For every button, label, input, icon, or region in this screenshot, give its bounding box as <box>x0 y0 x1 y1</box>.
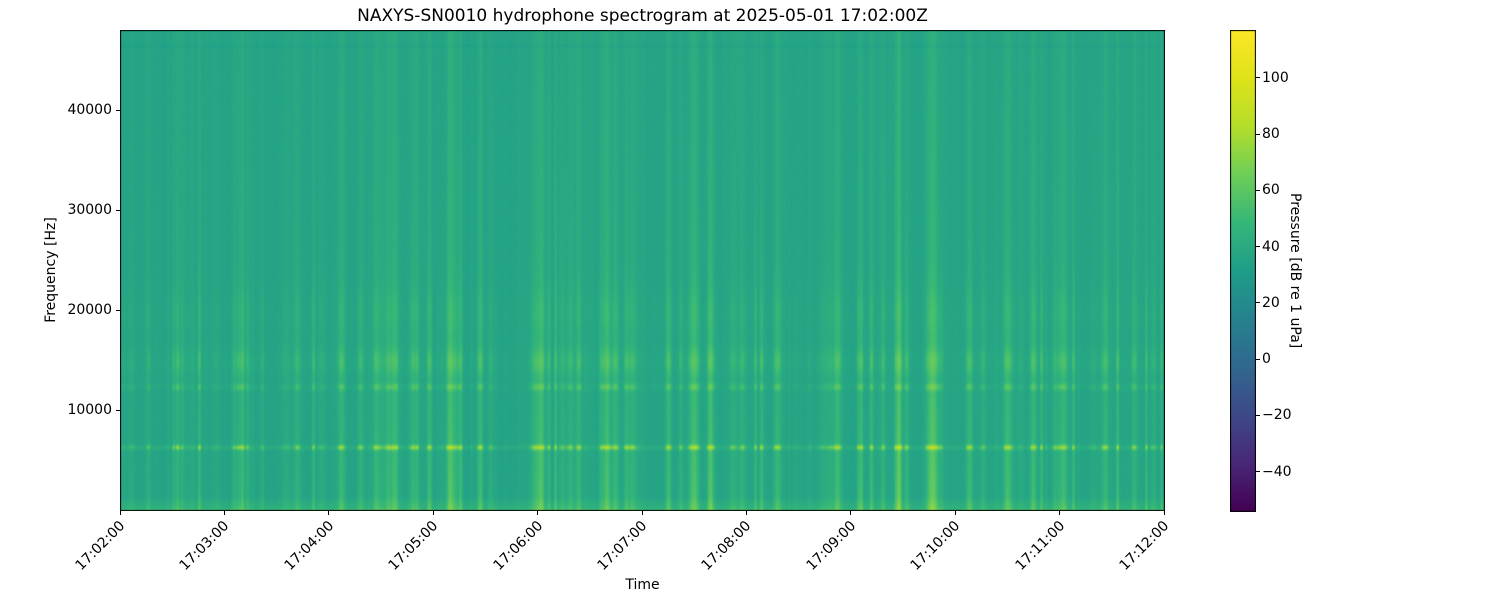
x-tick-label: 17:10:00 <box>907 518 964 574</box>
x-tick-mark <box>223 511 225 515</box>
x-tick-mark <box>954 511 956 515</box>
y-tick-mark <box>116 409 120 411</box>
colorbar-tick-label: −40 <box>1262 463 1292 480</box>
x-tick-label: 17:03:00 <box>176 518 233 574</box>
colorbar-label: Pressure [dB re 1 uPa] <box>1287 193 1303 349</box>
y-tick-label: 40000 <box>67 102 112 118</box>
x-tick-mark <box>537 511 539 515</box>
x-tick-label: 17:07:00 <box>594 518 651 574</box>
y-axis-label: Frequency [Hz] <box>43 217 59 323</box>
x-tick-label: 17:02:00 <box>72 518 129 574</box>
colorbar-tick-label: 60 <box>1262 182 1280 199</box>
x-tick-label: 17:12:00 <box>1116 518 1173 574</box>
x-tick-label: 17:08:00 <box>698 518 755 574</box>
x-tick-mark <box>745 511 747 515</box>
x-tick-mark <box>1059 511 1061 515</box>
x-tick-label: 17:11:00 <box>1012 518 1068 574</box>
colorbar-tick-label: −20 <box>1262 407 1292 424</box>
y-tick-label: 30000 <box>67 202 112 218</box>
y-tick-label: 10000 <box>67 402 112 418</box>
colorbar-tick-mark <box>1256 302 1260 304</box>
x-tick-label: 17:06:00 <box>490 518 546 574</box>
colorbar-tick-label: 80 <box>1262 126 1280 143</box>
colorbar-tick-mark <box>1256 133 1260 135</box>
x-tick-label: 17:09:00 <box>803 518 860 574</box>
colorbar-tick-mark <box>1256 471 1260 473</box>
x-tick-label: 17:04:00 <box>281 518 338 574</box>
x-tick-mark <box>432 511 434 515</box>
colorbar-tick-mark <box>1256 246 1260 248</box>
x-tick-mark <box>119 511 121 515</box>
colorbar-tick-label: 100 <box>1262 69 1289 86</box>
y-tick-mark <box>116 209 120 211</box>
x-tick-mark <box>1163 511 1165 515</box>
x-axis-label: Time <box>625 577 660 593</box>
colorbar-tick-label: 0 <box>1262 351 1271 368</box>
x-tick-mark <box>328 511 330 515</box>
spectrogram-heatmap <box>120 30 1165 511</box>
colorbar-tick-label: 20 <box>1262 294 1280 311</box>
x-tick-label: 17:05:00 <box>385 518 442 574</box>
colorbar-tick-mark <box>1256 414 1260 416</box>
colorbar-tick-mark <box>1256 77 1260 79</box>
y-tick-label: 20000 <box>67 302 112 318</box>
colorbar <box>1230 30 1256 512</box>
x-tick-mark <box>850 511 852 515</box>
y-tick-mark <box>116 109 120 111</box>
y-tick-mark <box>116 309 120 311</box>
colorbar-tick-label: 40 <box>1262 238 1280 255</box>
x-tick-mark <box>641 511 643 515</box>
colorbar-tick-mark <box>1256 358 1260 360</box>
colorbar-tick-mark <box>1256 189 1260 191</box>
plot-title: NAXYS-SN0010 hydrophone spectrogram at 2… <box>357 6 928 26</box>
